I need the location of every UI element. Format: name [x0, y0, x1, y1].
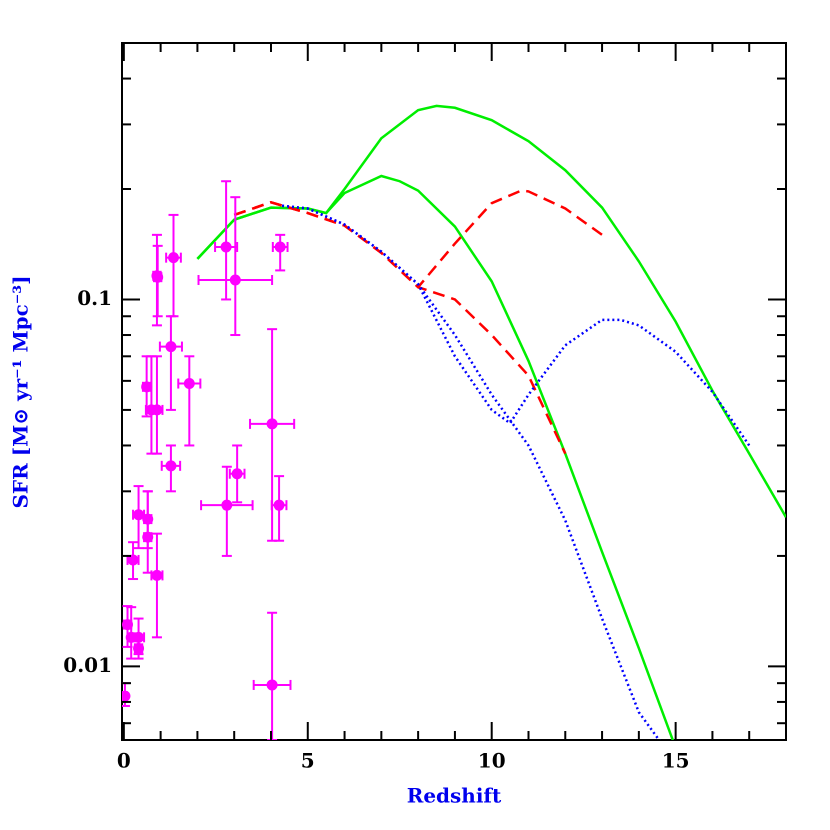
data-point	[274, 241, 286, 253]
data-point	[168, 252, 180, 264]
curve	[196, 174, 675, 740]
data-point	[183, 378, 195, 390]
x-axis-label: Redshift	[407, 784, 502, 808]
y-tick-label: 0.01	[63, 653, 112, 677]
data-point	[231, 468, 243, 480]
data-point	[133, 642, 145, 654]
x-tick-label: 5	[301, 749, 315, 773]
y-axis-label: SFR [M⊙ yr⁻¹ Mpc⁻³]	[9, 275, 33, 508]
data-point	[122, 690, 131, 702]
curve	[233, 200, 567, 455]
data-point	[273, 499, 285, 511]
curve	[233, 189, 603, 290]
data-point	[266, 679, 278, 691]
data-point	[266, 418, 278, 430]
data-point	[127, 554, 139, 566]
data-point	[152, 271, 164, 283]
data-point	[165, 341, 177, 353]
plot-frame	[121, 42, 787, 741]
data-point	[133, 509, 145, 521]
plot-area	[122, 104, 786, 740]
curve	[281, 204, 661, 740]
data-point	[220, 241, 232, 253]
x-tick-label: 10	[478, 749, 506, 773]
data-point	[165, 460, 177, 472]
data-point	[229, 274, 241, 286]
data-point	[151, 404, 163, 416]
data-point	[141, 381, 153, 393]
x-tick-label: 0	[117, 749, 131, 773]
data-point	[151, 569, 163, 581]
data-point	[142, 531, 154, 543]
y-tick-label: 0.1	[77, 286, 112, 310]
curve	[281, 204, 751, 447]
curve	[196, 104, 786, 518]
x-tick-label: 15	[662, 749, 690, 773]
data-point	[221, 499, 233, 511]
